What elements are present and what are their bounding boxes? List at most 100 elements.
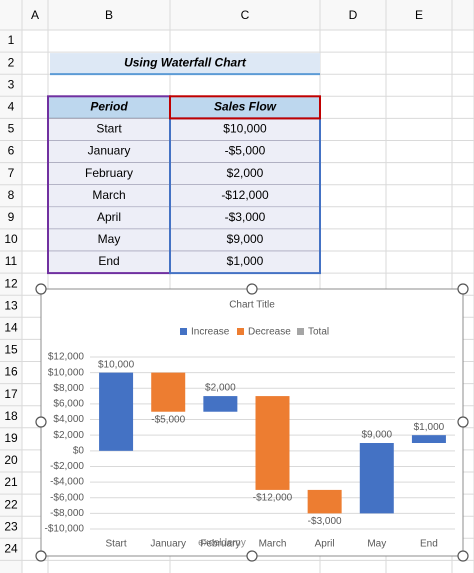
table-cell-text[interactable]: $2,000 (227, 166, 264, 180)
row-header[interactable]: 8 (8, 188, 15, 202)
bar[interactable] (307, 489, 342, 514)
legend-swatch (297, 328, 304, 335)
bar[interactable] (411, 435, 446, 443)
row-header[interactable]: 5 (8, 122, 15, 136)
y-tick-label: -$2,000 (50, 461, 84, 472)
y-tick-label: -$8,000 (50, 508, 84, 519)
table-cell-text[interactable]: May (98, 232, 121, 246)
x-tick-label: Start (106, 539, 127, 550)
row-header[interactable]: 16 (4, 365, 18, 379)
table-cell-text[interactable]: -$5,000 (225, 144, 266, 158)
y-tick-label: $2,000 (53, 430, 84, 441)
table-cell-text[interactable]: End (98, 254, 119, 268)
table-cell-text[interactable]: $10,000 (223, 122, 267, 136)
data-label: -$12,000 (253, 493, 293, 504)
y-tick-label: $10,000 (48, 367, 85, 378)
column-header[interactable]: A (31, 8, 39, 22)
row-header[interactable]: 11 (5, 254, 18, 268)
row-header[interactable]: 9 (8, 210, 15, 224)
chart[interactable]: Chart Title Increase Decrease Total $12,000 $… (35, 283, 469, 562)
resize-handle[interactable] (35, 283, 47, 295)
column-header-bar (0, 0, 474, 30)
title-text: Using Waterfall Chart (124, 55, 247, 69)
table-cell-text[interactable]: April (97, 210, 121, 224)
resize-handle[interactable] (35, 550, 47, 562)
column-header[interactable]: E (415, 8, 423, 22)
bar[interactable] (99, 372, 134, 451)
title-cell (50, 53, 320, 75)
table-cell-text[interactable]: January (88, 144, 131, 158)
x-tick-label: April (315, 539, 335, 550)
data-label: -$5,000 (151, 414, 185, 425)
row-header[interactable]: 4 (8, 99, 15, 113)
row-header[interactable]: 20 (4, 453, 18, 467)
row-header[interactable]: 15 (4, 343, 18, 357)
row-header[interactable]: 22 (4, 497, 18, 511)
data-label: $1,000 (414, 422, 445, 433)
legend-label[interactable]: Total (308, 327, 329, 338)
chart-title[interactable]: Chart Title (229, 300, 275, 311)
y-tick-label: $4,000 (53, 414, 84, 425)
resize-handle[interactable] (457, 416, 469, 428)
row-header[interactable]: 23 (4, 519, 18, 533)
x-tick-label: End (420, 539, 438, 550)
y-tick-label: $12,000 (48, 352, 85, 363)
cells: Using Waterfall Chart Period Sales Flow Sta… (47, 53, 321, 275)
bar[interactable] (359, 443, 394, 514)
table-cell-text[interactable]: $9,000 (227, 232, 264, 246)
y-tick-label: $6,000 (53, 399, 84, 410)
y-tick-label: -$4,000 (50, 477, 84, 488)
bar[interactable] (151, 372, 186, 412)
x-tick-label: January (150, 539, 186, 550)
table-cell-text[interactable]: -$12,000 (221, 188, 269, 202)
resize-handle[interactable] (246, 550, 258, 562)
y-tick-label: -$10,000 (45, 524, 85, 535)
x-tick-label: March (259, 539, 287, 550)
data-label: $9,000 (361, 430, 392, 441)
watermark: exceldemy (198, 538, 246, 549)
row-header[interactable]: 18 (4, 409, 18, 423)
row-header[interactable]: 12 (4, 276, 18, 290)
data-label: $2,000 (205, 383, 236, 394)
table-cell-text[interactable]: $1,000 (227, 254, 264, 268)
row-header[interactable]: 13 (4, 298, 18, 312)
row-header[interactable]: 3 (8, 77, 15, 91)
row-header[interactable]: 1 (8, 33, 15, 47)
bar[interactable] (255, 396, 290, 490)
table-header-text[interactable]: Sales Flow (214, 99, 277, 113)
table-header-text[interactable]: Period (90, 99, 128, 113)
legend-label[interactable]: Increase (191, 327, 230, 338)
row-header[interactable]: 14 (4, 320, 18, 334)
table-cell-text[interactable]: March (92, 188, 125, 202)
row-header[interactable]: 24 (4, 541, 18, 555)
table-cell-text[interactable]: -$3,000 (225, 210, 266, 224)
column-header[interactable]: B (105, 8, 113, 22)
data-label: -$3,000 (308, 516, 342, 527)
legend-label[interactable]: Decrease (248, 327, 291, 338)
x-tick-label: May (367, 539, 386, 550)
y-tick-label: $8,000 (53, 383, 84, 394)
resize-handle[interactable] (246, 283, 258, 295)
column-header[interactable]: D (349, 8, 358, 22)
row-header[interactable]: 17 (4, 387, 18, 401)
row-header[interactable]: 6 (8, 144, 15, 158)
column-header[interactable]: C (241, 8, 250, 22)
resize-handle[interactable] (457, 283, 469, 295)
row-header-bar (0, 30, 22, 573)
table-cell-text[interactable]: February (85, 166, 133, 180)
range-highlight (169, 95, 321, 120)
row-header[interactable]: 7 (8, 166, 15, 180)
data-label: $10,000 (98, 359, 135, 370)
bar[interactable] (203, 396, 238, 412)
row-header[interactable]: 10 (4, 232, 18, 246)
table-cell-text[interactable]: Start (96, 122, 122, 136)
row-header[interactable]: 21 (4, 475, 18, 489)
resize-handle[interactable] (35, 416, 47, 428)
legend-swatch (180, 328, 187, 335)
legend-swatch (237, 328, 244, 335)
row-header[interactable]: 19 (4, 431, 18, 445)
resize-handle[interactable] (457, 550, 469, 562)
y-tick-label: -$6,000 (50, 492, 84, 503)
row-header[interactable]: 2 (8, 55, 15, 69)
